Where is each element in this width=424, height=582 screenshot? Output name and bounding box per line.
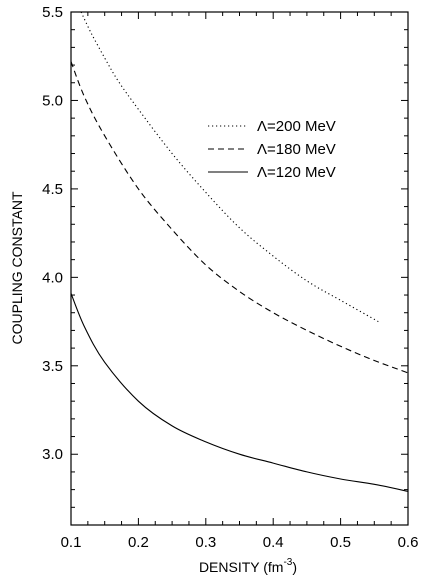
y-tick-label: 5.0 — [42, 92, 63, 109]
x-tick-label: 0.1 — [61, 534, 82, 551]
plot-frame — [70, 11, 409, 526]
legend-label: Λ=200 MeV — [257, 118, 336, 135]
y-tick-label: 4.5 — [42, 181, 63, 198]
tick-labels: 0.1 0.2 0.3 0.4 0.5 0.6 3.0 3.5 4.0 4.5 5.0 5.5 — [42, 4, 418, 551]
y-tick-label: 4.0 — [42, 269, 63, 286]
y-axis-title: COUPLING CONSTANT — [9, 191, 25, 344]
legend-label: Λ=180 MeV — [257, 141, 336, 158]
x-axis-title: DENSITY (fm-3) — [199, 557, 297, 575]
y-tick-label: 3.5 — [42, 358, 63, 375]
x-axis-title-close: ) — [292, 559, 297, 575]
x-tick-label: 0.6 — [398, 534, 419, 551]
y-tick-label: 5.5 — [42, 4, 63, 21]
legend-label: Λ=120 MeV — [257, 164, 336, 181]
x-tick-label: 0.2 — [128, 534, 149, 551]
axis-ticks — [70, 11, 409, 526]
series-line-solid — [70, 293, 409, 492]
x-tick-label: 0.3 — [195, 534, 216, 551]
x-tick-label: 0.5 — [330, 534, 351, 551]
series-lines — [70, 11, 409, 492]
x-axis-title-exponent: -3 — [283, 557, 292, 568]
legend: Λ=200 MeV Λ=180 MeV Λ=120 MeV — [208, 118, 336, 181]
x-tick-label: 0.4 — [263, 534, 284, 551]
series-line-dashed — [70, 61, 409, 374]
y-tick-label: 3.0 — [42, 446, 63, 463]
